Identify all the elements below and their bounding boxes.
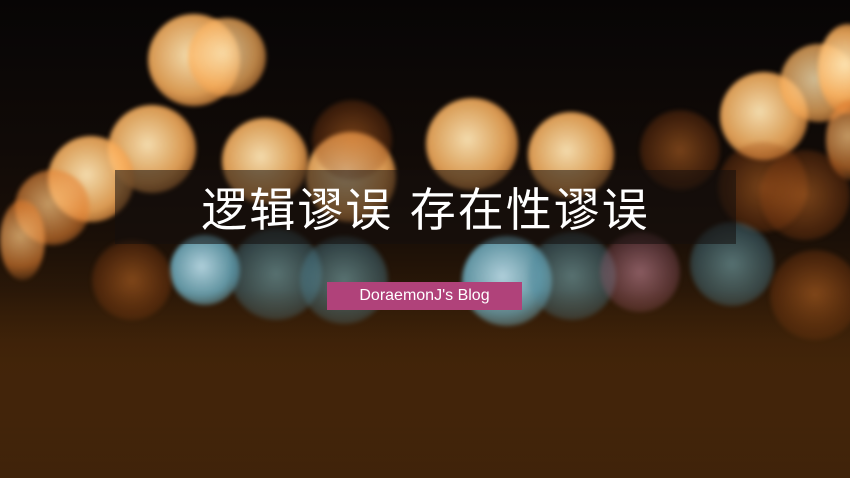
blog-name: DoraemonJ's Blog — [359, 287, 490, 304]
background-haze — [0, 290, 850, 478]
title-backdrop: 逻辑谬误 存在性谬误 — [115, 170, 736, 244]
blog-name-badge: DoraemonJ's Blog — [327, 282, 522, 310]
bokeh-light — [760, 150, 850, 240]
page-title: 逻辑谬误 存在性谬误 — [201, 183, 650, 237]
bokeh-light — [312, 100, 392, 180]
bokeh-light — [188, 18, 266, 96]
bokeh-light — [0, 200, 45, 280]
